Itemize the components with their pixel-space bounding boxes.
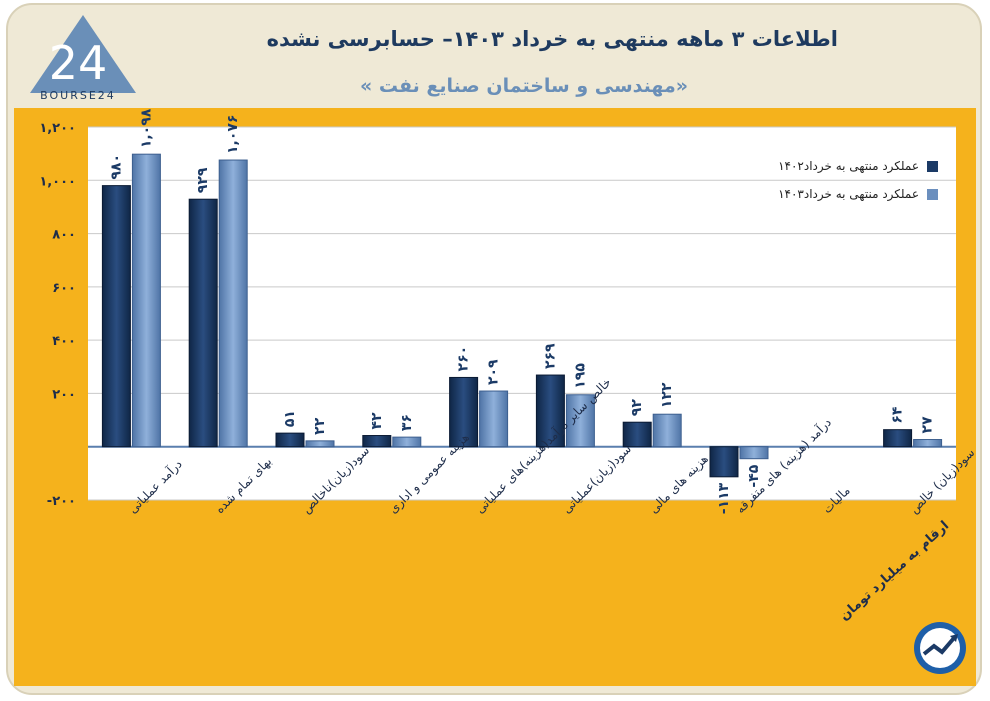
bar-1403 <box>131 153 161 448</box>
data-label: ۶۴ <box>890 406 906 424</box>
bar-1402 <box>275 432 305 448</box>
page-subtitle: «مهندسی و ساختمان صنایع نفت » <box>359 75 688 97</box>
y-tick-label: ۸۰۰ <box>52 228 76 243</box>
data-label: ۵۱ <box>282 410 298 427</box>
bar-1403 <box>305 440 335 448</box>
bar-1402 <box>883 429 913 448</box>
y-tick-label: ۴۰۰ <box>52 334 76 349</box>
y-tick-label: -۲۰۰ <box>47 494 76 509</box>
data-label: ۴۲ <box>369 412 385 430</box>
bar-1402 <box>709 446 739 478</box>
y-tick-label: ۶۰۰ <box>52 281 76 296</box>
data-label: ۲۲ <box>312 417 328 435</box>
bar-1402 <box>362 435 392 448</box>
svg-text:24: 24 <box>49 36 108 90</box>
bar-1403 <box>565 394 595 448</box>
data-label: ۹۲ <box>629 399 645 417</box>
data-label: ۱,۰۷۶ <box>225 115 241 155</box>
data-label: -۱۱۳ <box>716 482 732 514</box>
trend-chart-icon <box>914 622 966 674</box>
data-label: ۹۲۹ <box>195 167 211 193</box>
bar-1403 <box>739 446 769 460</box>
legend-label: عملکرد منتهی به خرداد۱۴۰۲ <box>778 159 919 173</box>
bars: ۹۸۰ ۱,۰۹۸ ۹۲۹ ۱,۰۷۶ ۵۱ ۲۲ ۴۲ ۳۶ ۲۶۰ ۲۰۹ ۲۶۹ ۱۹۵ ۹۲ ۱۲… <box>101 108 943 514</box>
data-label: ۲۰۹ <box>486 359 502 385</box>
bourse24-logo-icon: 24 <box>30 15 136 93</box>
data-label: ۲۷ <box>920 416 936 434</box>
bar-1402 <box>188 198 218 448</box>
data-label: ۱,۰۹۸ <box>138 108 154 148</box>
logo-text: BOURSE24 <box>40 89 116 102</box>
bar-1402 <box>535 374 565 448</box>
legend-item-2024: عملکرد منتهی به خرداد۱۴۰۳ <box>738 180 938 208</box>
data-label: ۳۶ <box>399 414 415 431</box>
y-tick-label: ۱,۲۰۰ <box>39 121 76 136</box>
bar-1403 <box>479 390 509 448</box>
data-label: ۲۶۹ <box>542 343 558 369</box>
data-label: ۹۸۰ <box>108 154 124 180</box>
bar-1403 <box>652 413 682 448</box>
data-label: ۱۲۲ <box>659 382 675 408</box>
legend-item-2023: عملکرد منتهی به خرداد۱۴۰۲ <box>738 152 938 180</box>
y-tick-labels: -۲۰۰ ۲۰۰ ۴۰۰ ۶۰۰ ۸۰۰ ۱,۰۰۰ ۱,۲۰۰ <box>39 121 76 509</box>
data-label: ۲۶۰ <box>456 346 472 372</box>
page-title: اطلاعات ۳ ماهه منتهی به خرداد ۱۴۰۳– حساب… <box>266 27 838 51</box>
legend-swatch-series1 <box>927 160 938 172</box>
legend: عملکرد منتهی به خرداد۱۴۰۲ عملکرد منتهی ب… <box>738 152 938 208</box>
legend-swatch-series2 <box>927 188 938 200</box>
legend-label: عملکرد منتهی به خرداد۱۴۰۳ <box>778 187 919 201</box>
bar-1402 <box>101 185 131 448</box>
bar-1403 <box>392 436 422 448</box>
y-tick-label: ۱,۰۰۰ <box>39 174 76 189</box>
y-tick-label: ۲۰۰ <box>52 387 76 402</box>
data-label: -۴۵ <box>746 464 762 487</box>
bar-1403 <box>913 439 943 448</box>
bar-1402 <box>449 376 479 448</box>
data-label: ۱۹۵ <box>572 363 588 389</box>
bar-1403 <box>218 159 248 448</box>
bar-1402 <box>622 421 652 448</box>
